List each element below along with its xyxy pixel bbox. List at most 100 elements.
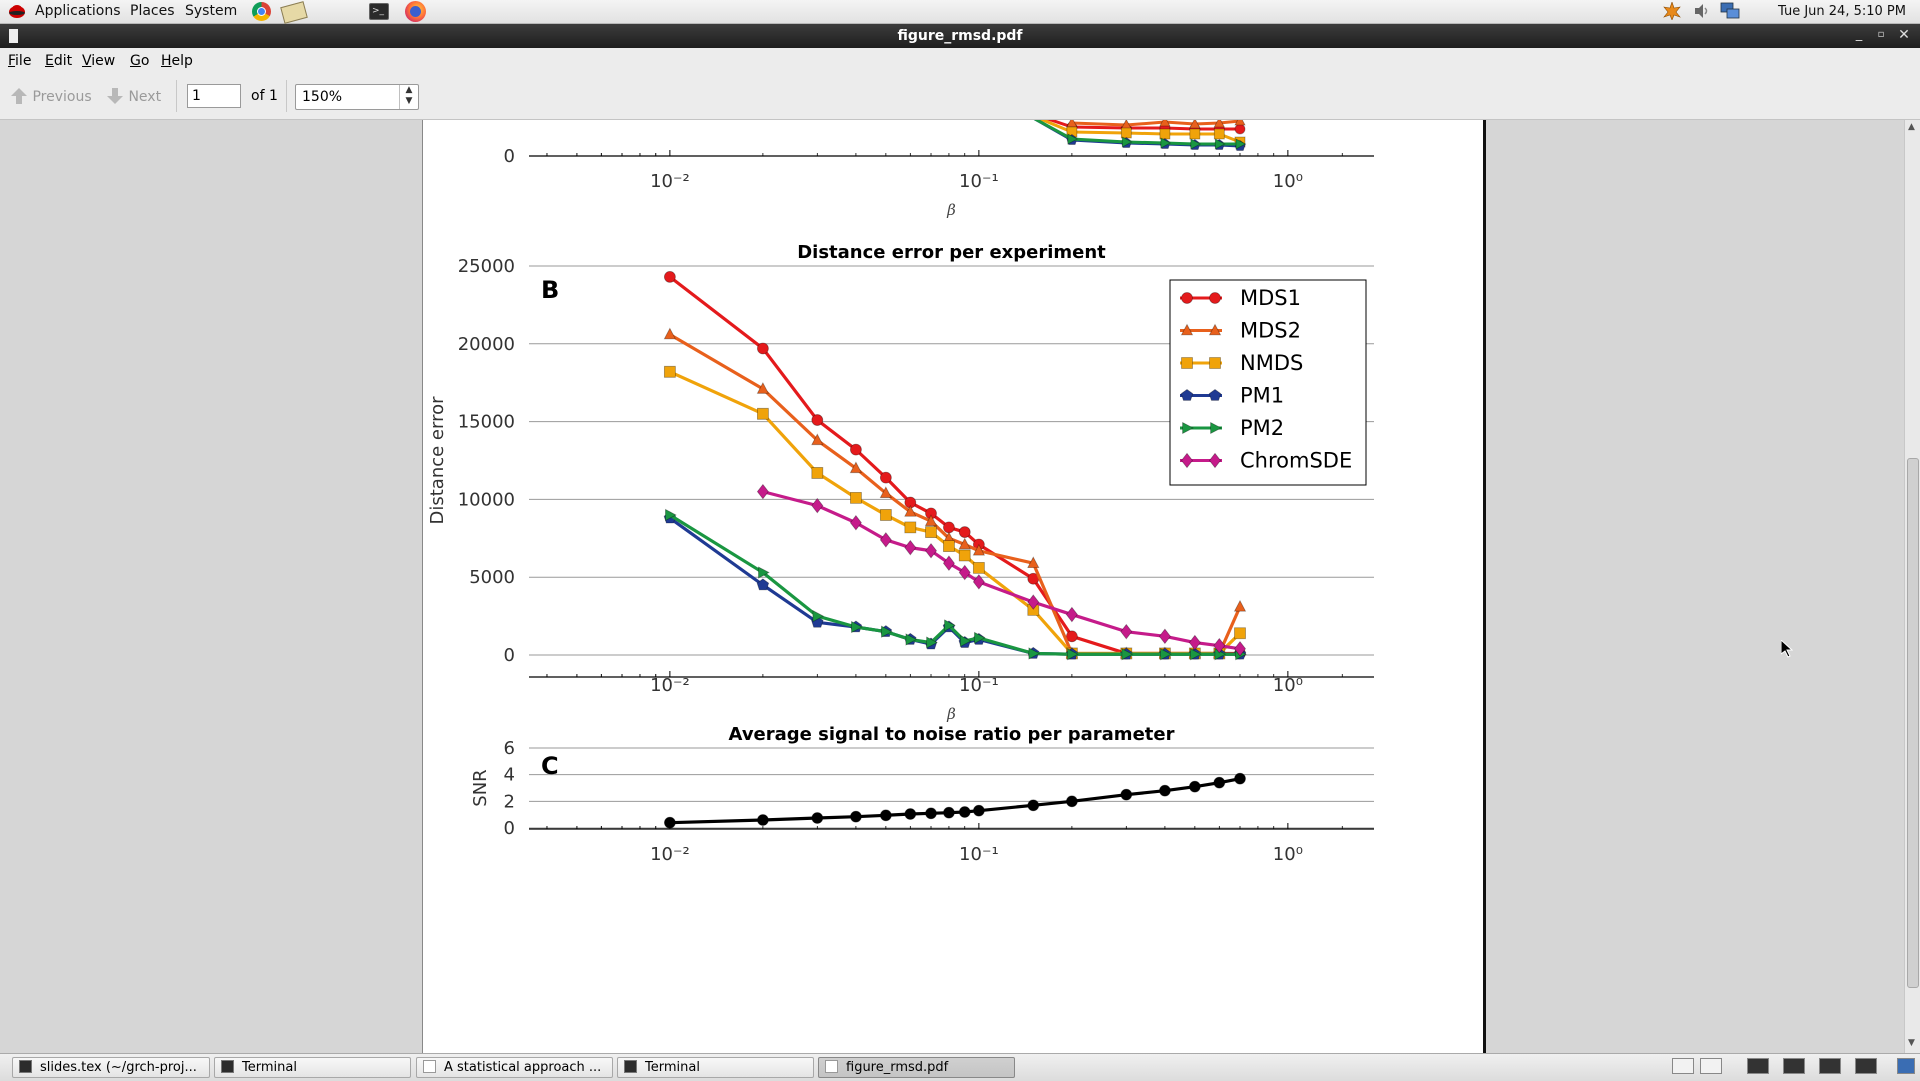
figure-canvas: 0 10⁻² 10⁻¹ 10⁰ β Distance error per experime… [427,120,1374,865]
taskbar-item[interactable]: A statistical approach ... [416,1057,613,1078]
mouse-cursor-icon [1780,638,1794,662]
chrome-tray-icon[interactable] [1672,1058,1694,1074]
series-line-mds1 [668,275,1241,656]
data-point-chromsde [1027,594,1040,610]
data-point-mds1 [958,526,971,538]
minimize-icon[interactable]: _ [1855,27,1863,42]
panel-b-x-tick-label: 10⁻¹ [959,675,999,696]
data-point-nmds [756,407,769,420]
legend-marker-mds2 [1180,323,1194,336]
notes-launcher-icon[interactable] [280,1,308,24]
vertical-scrollbar[interactable]: ▲ ▼ [1904,120,1920,1053]
series-line-mds2 [669,333,1242,656]
next-button[interactable]: Next [106,87,161,105]
menu-view[interactable]: View [82,53,116,69]
panel-b-y-tick-label: 5000 [469,567,515,588]
legend-label-pm1: PM1 [1240,384,1284,408]
panel-a-marker [1189,120,1201,129]
menubar: File Edit View Go Help [0,48,1920,72]
clock[interactable]: Tue Jun 24, 5:10 PM [1778,4,1906,19]
data-point-nmds [663,365,676,378]
terminal-launcher-icon[interactable]: >_ [369,3,389,20]
document-viewport[interactable]: 0 10⁻² 10⁻¹ 10⁰ β Distance error per experime… [0,120,1904,1053]
chrome-launcher-icon[interactable] [252,2,271,21]
taskbar-item-active[interactable]: figure_rmsd.pdf [818,1057,1015,1078]
zoom-spin-icon[interactable]: ▲ ▼ [399,85,418,109]
places-menu[interactable]: Places [130,3,175,19]
data-point-mds2 [756,382,770,394]
terminal-tray-icon[interactable] [1783,1058,1805,1074]
taskbar-item[interactable]: slides.tex (~/grch-proj... [12,1057,210,1078]
panel-c-x-tick-label: 10⁻¹ [959,844,999,865]
volume-icon[interactable] [1693,3,1711,19]
data-point-pm2 [851,620,863,634]
panel-a-marker [1159,120,1171,127]
close-icon[interactable]: ✕ [1898,27,1910,43]
redhat-logo-icon[interactable] [8,2,26,20]
window-menu-icon[interactable] [9,29,18,43]
scroll-up-icon[interactable]: ▲ [1908,122,1915,132]
update-notifier-icon[interactable] [1663,1,1681,21]
window-tray-icon[interactable] [1700,1058,1722,1074]
panel-a-marker [1189,128,1201,140]
data-point-chromsde [811,497,824,514]
panel-c-data-point [811,812,824,824]
panel-a-marker [1121,136,1133,148]
data-point-mds2 [1027,556,1040,568]
panel-a-x-tick-label: 10⁻¹ [959,171,999,192]
data-point-pm2 [974,631,986,645]
panel-c-x-tick-label: 10⁻² [650,844,690,865]
document-icon [423,1060,436,1073]
legend-marker-mds1 [1181,292,1193,304]
data-point-mds1 [663,270,676,283]
scrollbar-thumb[interactable] [1907,458,1919,988]
data-point-pm2 [812,609,825,623]
menu-go[interactable]: Go [130,53,150,69]
data-point-nmds [811,467,824,479]
firefox-launcher-icon[interactable] [405,1,426,22]
terminal-icon [221,1060,234,1073]
menu-edit[interactable]: Edit [45,53,73,69]
panel-c-label: C [541,752,559,780]
panel-c-data-point [1213,776,1226,789]
data-point-mds2 [879,486,893,498]
taskbar-item[interactable]: Terminal [617,1057,814,1078]
panel-c-data-point [972,804,985,817]
data-point-pm2 [959,634,972,648]
maximize-icon[interactable]: ▫ [1877,29,1885,40]
series-line-chromsde [762,490,1241,651]
legend-marker-pm1 [1180,388,1194,401]
panel-b-title: Distance error per experiment [797,242,1106,263]
panel-a-marker [1120,127,1132,139]
panel-c-data-point [958,806,971,818]
terminal-tray-icon[interactable] [1819,1058,1841,1074]
data-point-mds2 [849,461,863,474]
previous-button[interactable]: Previous [10,87,92,105]
panel-c-x-tick-label: 10⁰ [1273,844,1303,865]
scroll-down-icon[interactable]: ▼ [1908,1038,1915,1048]
taskbar-item[interactable]: Terminal [214,1057,411,1078]
page-number-input[interactable]: 1 [187,84,241,108]
show-desktop-icon[interactable] [1897,1058,1915,1074]
menu-help[interactable]: Help [161,53,193,69]
panel-b-y-label: Distance error [427,396,448,525]
zoom-select[interactable]: 150% ▲ ▼ [295,84,419,110]
system-menu[interactable]: System [185,3,238,19]
panel-a-marker [1234,120,1246,126]
window-titlebar[interactable]: figure_rmsd.pdf _ ▫ ✕ [0,24,1920,48]
terminal-tray-icon[interactable] [1855,1058,1877,1074]
panel-a-marker [1235,138,1247,150]
network-icon[interactable] [1720,2,1740,20]
data-point-pm2 [905,633,918,646]
data-point-mds2 [904,504,917,517]
menu-file[interactable]: File [8,53,32,69]
panel-b-y-tick-label: 10000 [458,489,515,510]
legend-marker-chromsde [1208,452,1222,469]
applications-menu[interactable]: Applications [35,3,121,19]
legend-label-mds1: MDS1 [1240,286,1301,310]
data-point-pm2 [1121,648,1134,661]
terminal-tray-icon[interactable] [1747,1058,1769,1074]
panel-c-y-tick-label: 6 [504,738,515,759]
data-point-chromsde [1120,623,1133,640]
data-point-chromsde [925,542,938,559]
